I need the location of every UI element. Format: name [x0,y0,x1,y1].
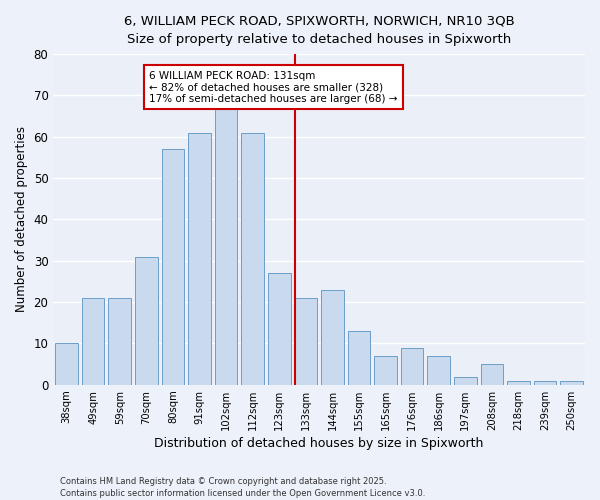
Bar [481,364,503,385]
Bar [374,356,397,385]
Bar [401,348,424,385]
X-axis label: Distribution of detached houses by size in Spixworth: Distribution of detached houses by size … [154,437,484,450]
Bar [560,380,583,385]
Bar [188,132,211,385]
Bar [295,298,317,385]
Bar [268,273,290,385]
Bar [109,298,131,385]
Bar [135,256,158,385]
Bar [427,356,450,385]
Title: 6, WILLIAM PECK ROAD, SPIXWORTH, NORWICH, NR10 3QB
Size of property relative to : 6, WILLIAM PECK ROAD, SPIXWORTH, NORWICH… [124,15,515,46]
Bar [348,331,370,385]
Bar [215,108,238,385]
Bar [454,376,476,385]
Y-axis label: Number of detached properties: Number of detached properties [15,126,28,312]
Bar [55,344,78,385]
Bar [241,132,264,385]
Bar [507,380,530,385]
Text: 6 WILLIAM PECK ROAD: 131sqm
← 82% of detached houses are smaller (328)
17% of se: 6 WILLIAM PECK ROAD: 131sqm ← 82% of det… [149,70,397,104]
Bar [82,298,104,385]
Bar [534,380,556,385]
Bar [161,149,184,385]
Text: Contains HM Land Registry data © Crown copyright and database right 2025.
Contai: Contains HM Land Registry data © Crown c… [60,476,425,498]
Bar [321,290,344,385]
